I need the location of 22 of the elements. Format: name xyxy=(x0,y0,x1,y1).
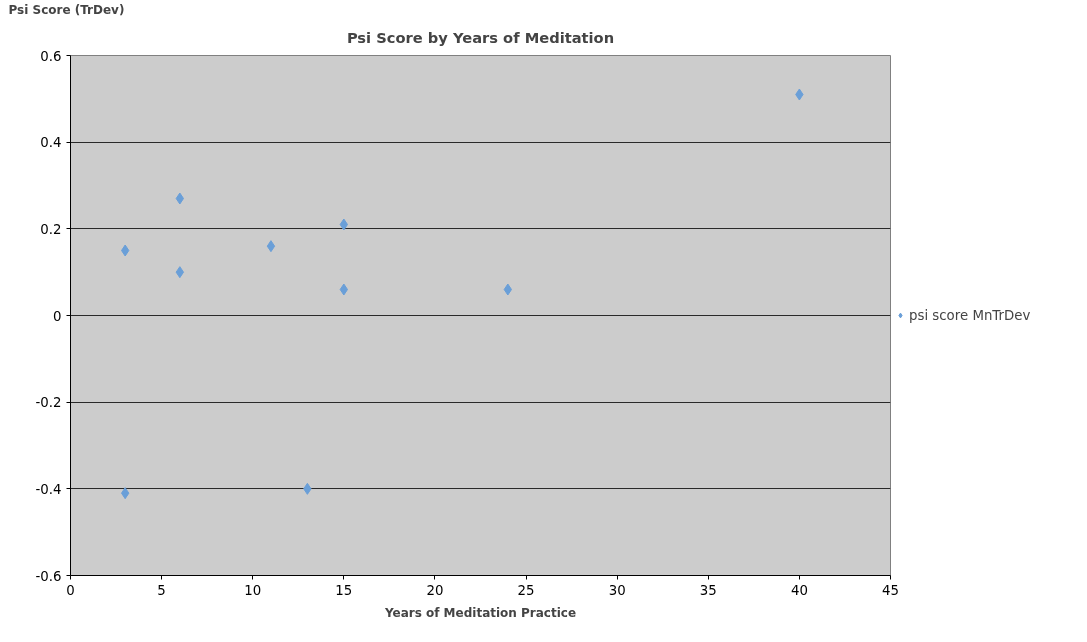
x-tick-label: 35 xyxy=(699,582,717,598)
x-tick-label: 10 xyxy=(244,582,262,598)
x-tick-label: 5 xyxy=(157,582,166,598)
x-tick-label: 15 xyxy=(335,582,353,598)
y-axis-title: Psi Score (TrDev) xyxy=(8,2,125,17)
x-tick-label: 20 xyxy=(426,582,444,598)
x-tick-label: 30 xyxy=(608,582,626,598)
y-tick-label: 0.4 xyxy=(40,135,62,151)
x-tick-label: 45 xyxy=(882,582,899,598)
x-tick-label: 40 xyxy=(790,582,808,598)
y-tick-label: -0.4 xyxy=(35,481,62,497)
y-tick-label: 0 xyxy=(53,308,62,324)
legend-label: psi score MnTrDev xyxy=(909,307,1031,323)
chart-title: Psi Score by Years of Meditation xyxy=(346,28,615,46)
y-tick-label: -0.6 xyxy=(35,568,62,584)
y-tick-label: -0.2 xyxy=(35,395,62,411)
x-tick-label: 0 xyxy=(66,582,75,598)
x-axis-title: Years of Meditation Practice xyxy=(383,605,577,620)
point xyxy=(266,240,276,253)
y-tick-label: 0.6 xyxy=(40,48,62,64)
y-tick-label: 0.2 xyxy=(40,221,62,237)
x-tick-label: 25 xyxy=(517,582,535,598)
